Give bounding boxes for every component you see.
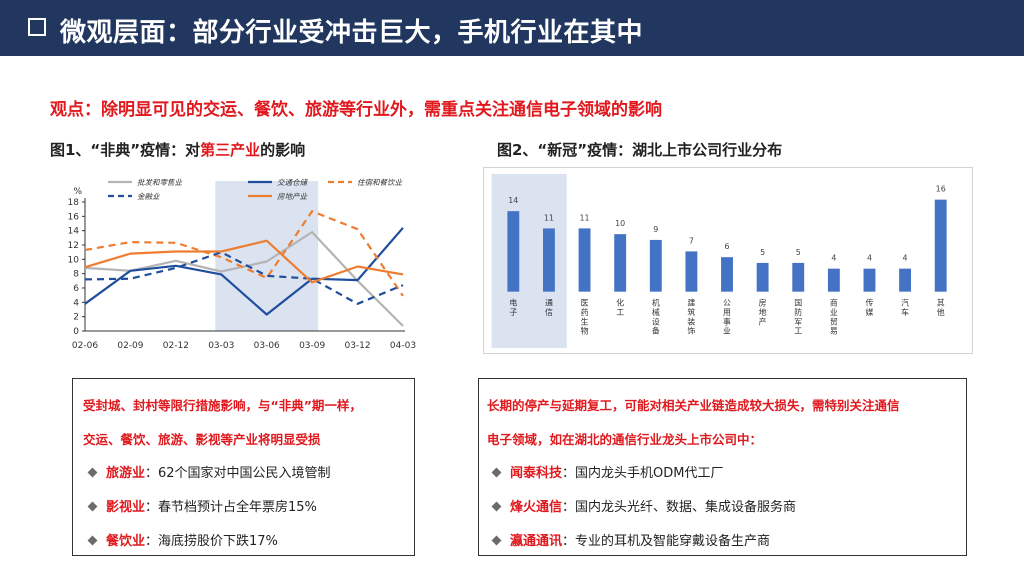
- list-item: 餐饮业：海底捞股价下跌17%: [83, 525, 404, 559]
- data-label: 14: [508, 196, 518, 205]
- category-label: 公用事业: [723, 299, 731, 336]
- category-label: 房地产: [759, 298, 767, 327]
- left-lead-line-1: 受封城、封村等限行措施影响，与“非典”期一样，: [83, 398, 362, 413]
- list-item: 瀛通通讯：专业的耳机及智能穿戴设备生产商: [487, 525, 956, 559]
- legend-label: 金融业: [137, 192, 160, 201]
- highlight-band: [491, 173, 567, 349]
- diamond-bullet-icon: [491, 535, 502, 546]
- bar: [721, 257, 733, 292]
- hubei-bar-chart: 14 电子 11 通信 11 医药生物 10 化工 9 机械设备 7 建筑装饰 6 公用事业 5 房地产 5 国防…: [483, 167, 973, 354]
- bar: [899, 268, 912, 292]
- y-tick-label: 18: [68, 198, 80, 208]
- right-lead-line-2: 电子领域，如在湖北的通信行业龙头上市公司中：: [487, 432, 763, 447]
- checkbox-bullet-icon: [28, 18, 46, 36]
- category-label: 电子: [509, 298, 517, 317]
- bar: [507, 211, 520, 292]
- bar: [863, 268, 876, 292]
- right-text-box: 长期的停产与延期复工，可能对相关产业链造成较大损失，需特别关注通信 电子领域，如…: [478, 378, 967, 556]
- fig1-title: 图1、“非典”疫情：对第三产业的影响: [50, 141, 306, 159]
- highlight-band: [215, 181, 319, 331]
- category-label: 其他: [937, 299, 945, 317]
- bar: [792, 262, 805, 292]
- y-tick-label: 8: [73, 270, 79, 280]
- series-line-1: [84, 227, 404, 316]
- data-label: 5: [796, 248, 801, 257]
- viewpoint-text: 观点：除明显可见的交运、餐饮、旅游等行业外，需重点关注通信电子领域的影响: [50, 100, 662, 120]
- y-tick-label: 6: [73, 284, 79, 294]
- y-tick-label: 12: [68, 241, 79, 251]
- page-title: 微观层面：部分行业受冲击巨大，手机行业在其中: [60, 18, 644, 48]
- legend-label: 交通仓储: [277, 178, 308, 187]
- category-label: 机械设备: [652, 298, 660, 336]
- x-tick-label: 02-09: [117, 341, 143, 351]
- x-tick-label: 04-03: [390, 341, 416, 351]
- bar: [543, 228, 555, 292]
- list-item: 闻泰科技：国内龙头手机ODM代工厂: [487, 457, 956, 491]
- y-tick-label: 2: [73, 313, 79, 323]
- fig2-title: 图2、“新冠”疫情：湖北上市公司行业分布: [497, 141, 783, 159]
- list-item: 旅游业：62个国家对中国公民入境管制: [83, 457, 404, 491]
- series-line-2: [84, 210, 404, 297]
- y-tick-label: 10: [68, 255, 80, 265]
- data-label: 7: [689, 236, 694, 245]
- list-item: 影视业：春节档预计占全年票房15%: [83, 491, 404, 525]
- y-tick-label: 14: [68, 227, 80, 237]
- data-label: 5: [760, 248, 765, 257]
- bar: [649, 239, 662, 292]
- x-tick-label: 03-03: [208, 341, 234, 351]
- sars-line-chart: % 0 2 4 6 8 10 12 14 16 18 02-06 02-09 02-12 03-03 03-0…: [68, 178, 417, 351]
- bar: [756, 262, 769, 292]
- diamond-bullet-icon: [87, 501, 98, 512]
- x-tick-label: 02-12: [163, 341, 189, 351]
- x-tick-label: 03-06: [254, 341, 280, 351]
- x-tick-label: 03-09: [299, 341, 325, 351]
- bar: [934, 199, 947, 292]
- list-item: 烽火通信：国内龙头光纤、数据、集成设备服务商: [487, 491, 956, 525]
- category-label: 国防军工: [794, 299, 802, 336]
- legend-label: 房地产业: [277, 192, 307, 201]
- diamond-bullet-icon: [491, 501, 502, 512]
- diamond-bullet-icon: [87, 467, 98, 478]
- x-tick-label: 02-06: [72, 341, 98, 351]
- data-label: 4: [867, 254, 872, 263]
- header-bar: 微观层面：部分行业受冲击巨大，手机行业在其中: [0, 0, 1024, 56]
- bar: [578, 228, 591, 292]
- y-tick-label: 0: [73, 327, 79, 337]
- right-lead-line-1: 长期的停产与延期复工，可能对相关产业链造成较大损失，需特别关注通信: [487, 398, 900, 413]
- category-label: 汽车: [901, 298, 909, 317]
- category-label: 建筑装饰: [687, 298, 695, 336]
- category-label: 化工: [616, 298, 624, 317]
- category-label: 传媒: [866, 298, 874, 317]
- category-label: 通信: [545, 298, 553, 317]
- category-label: 医药生物: [581, 299, 589, 336]
- bar: [827, 268, 840, 292]
- y-axis-unit: %: [73, 187, 82, 197]
- data-label: 16: [936, 185, 946, 194]
- data-label: 4: [903, 254, 908, 263]
- y-tick-label: 4: [73, 298, 79, 308]
- left-lead-line-2: 交运、餐饮、旅游、影视等产业将明显受损: [83, 432, 321, 447]
- data-label: 10: [615, 219, 625, 228]
- diamond-bullet-icon: [491, 467, 502, 478]
- data-label: 11: [580, 213, 590, 222]
- bar: [685, 251, 698, 292]
- legend-label: 住宿和餐饮业: [357, 178, 402, 187]
- data-label: 9: [653, 225, 658, 234]
- diamond-bullet-icon: [87, 535, 98, 546]
- x-tick-label: 03-12: [344, 341, 370, 351]
- legend-label: 批发和零售业: [137, 178, 182, 187]
- category-label: 商业贸易: [830, 298, 838, 336]
- y-tick-label: 16: [68, 212, 80, 222]
- data-label: 4: [831, 254, 836, 263]
- data-label: 6: [724, 242, 729, 251]
- data-label: 11: [544, 213, 554, 222]
- bar: [614, 234, 627, 292]
- series-line-4: [84, 239, 404, 284]
- series-line-3: [84, 251, 404, 305]
- left-text-box: 受封城、封村等限行措施影响，与“非典”期一样， 交运、餐饮、旅游、影视等产业将明…: [72, 378, 415, 556]
